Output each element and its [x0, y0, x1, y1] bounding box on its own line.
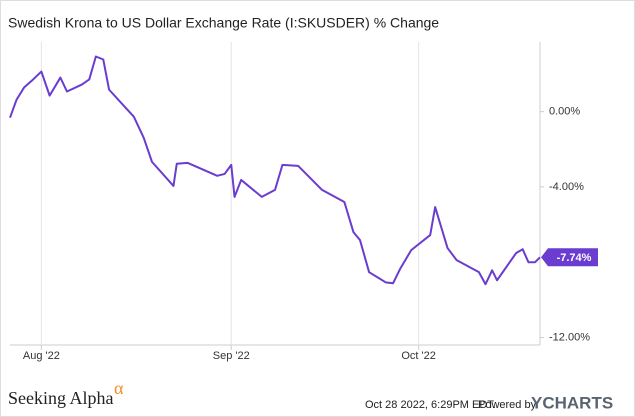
- powered-by: Powered by: [478, 399, 537, 411]
- logo: YCHARTS: [531, 393, 613, 412]
- brand: Seeking Alpha: [8, 388, 114, 408]
- value-label: -7.74%: [557, 252, 592, 264]
- value-label-box: [541, 248, 598, 267]
- x-tick-label: Aug '22: [23, 350, 60, 362]
- line: [9, 55, 541, 286]
- y-tick-label: -12.00%: [549, 331, 590, 343]
- x-tick-label: Sep '22: [213, 350, 250, 362]
- timestamp: Oct 28 2022, 6:29PM EDT.: [365, 399, 496, 411]
- x-tick-label: Oct '22: [401, 350, 436, 362]
- chart-title: Swedish Krona to US Dollar Exchange Rate…: [8, 15, 439, 31]
- brand-mark: α: [114, 378, 124, 398]
- y-tick-label: -4.00%: [549, 181, 584, 193]
- y-tick-label: 0.00%: [549, 106, 580, 118]
